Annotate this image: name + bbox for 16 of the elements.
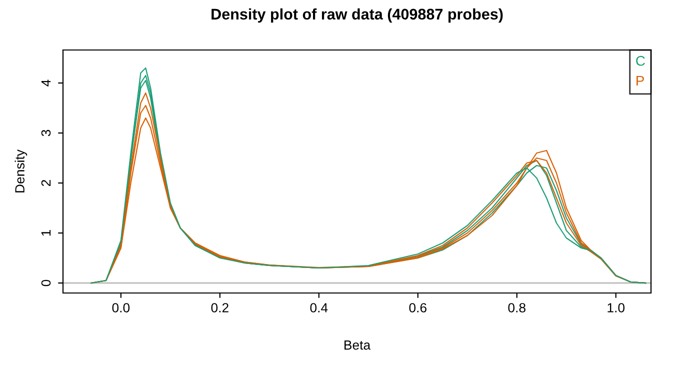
x-tick-label: 0.4	[310, 303, 328, 312]
x-tick-label: 0.0	[112, 303, 130, 312]
x-axis-title: Beta	[344, 340, 371, 350]
x-tick-label: 0.8	[508, 303, 526, 312]
x-tick-label: 0.6	[409, 303, 426, 312]
y-axis-title: Density	[14, 150, 28, 192]
x-tick-label: 1.0	[608, 303, 625, 312]
y-tick-label: 1	[41, 230, 51, 236]
y-tick-label: 4	[41, 80, 51, 86]
chart-title: Density plot of raw data (409887 probes)	[212, 8, 503, 23]
y-tick-label: 2	[41, 180, 51, 186]
x-tick-label: 0.2	[211, 303, 228, 312]
text: P	[636, 76, 644, 86]
y-tick-label: 3	[41, 130, 51, 136]
text: C	[636, 56, 645, 66]
y-tick-label: 0	[41, 280, 51, 286]
